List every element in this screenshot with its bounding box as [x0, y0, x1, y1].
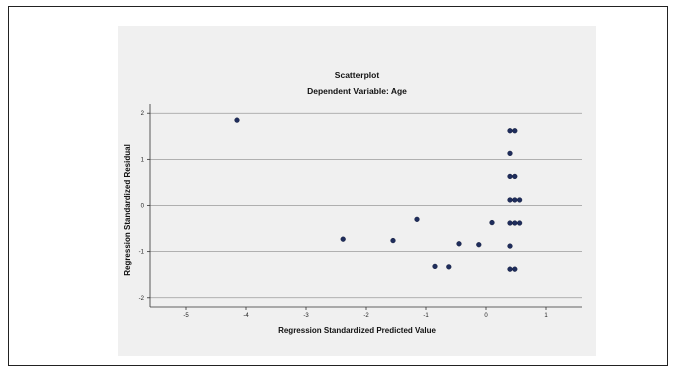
scatter-point [512, 173, 518, 180]
scatter-point [507, 150, 513, 156]
chart-subtitle: Dependent Variable: Age [307, 86, 407, 96]
x-tick-label: 1 [544, 313, 548, 319]
scatter-point [507, 197, 513, 203]
plot-area: -2 -1 0 1 2 -5 -4 -3 -2 -1 0 1 [139, 104, 582, 319]
scatter-point [512, 197, 518, 203]
y-tick-label: 2 [141, 111, 145, 117]
scatter-point [446, 264, 452, 270]
x-tick-label: -3 [303, 313, 309, 319]
x-tick-label: -5 [183, 313, 189, 319]
y-tick-label: 0 [141, 204, 145, 210]
y-tick-label: -2 [139, 296, 145, 302]
scatter-point [517, 220, 523, 226]
scatter-point [340, 236, 346, 242]
chart-title: Scatterplot [335, 70, 380, 80]
x-tick-label: -2 [363, 313, 369, 319]
scatter-point [512, 220, 518, 226]
x-tick-label: -4 [243, 313, 249, 319]
scatter-point [476, 242, 482, 248]
x-axis-label: Regression Standardized Predicted Value [278, 326, 436, 335]
scatter-point [507, 128, 513, 134]
y-axis-label: Regression Standardized Residual [123, 144, 132, 276]
scatter-point [507, 266, 513, 272]
y-tick-label: 1 [141, 157, 145, 163]
scatterplot-chart: Scatterplot Dependent Variable: Age Regr… [123, 70, 582, 335]
scatter-point [512, 266, 518, 272]
scatter-point [432, 263, 438, 270]
scatter-point [390, 237, 396, 244]
scatter-point [507, 243, 513, 249]
scatter-point [507, 173, 513, 180]
scatter-point [507, 220, 513, 226]
scatter-point [456, 241, 462, 247]
scatter-point [234, 117, 240, 123]
x-tick-label: 0 [484, 313, 488, 319]
scatter-point [489, 219, 495, 226]
scatter-point [414, 216, 420, 222]
x-tick-label: -1 [423, 313, 429, 319]
chart-panel: Scatterplot Dependent Variable: Age Regr… [118, 26, 596, 356]
y-tick-label: -1 [139, 250, 145, 256]
scatter-point [512, 128, 518, 134]
scatter-point [517, 197, 523, 203]
